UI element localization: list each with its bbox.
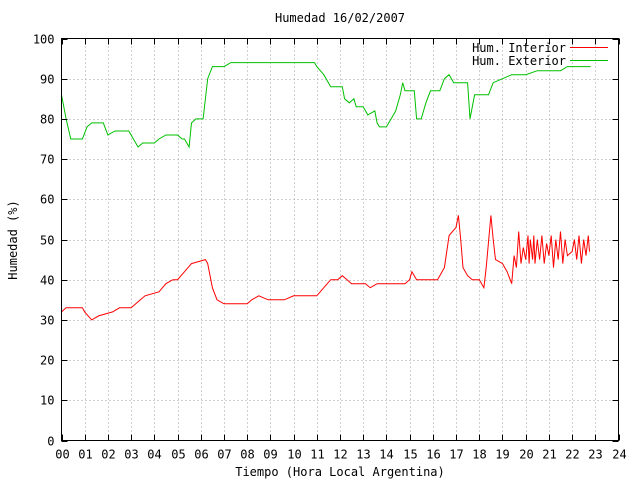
x-tick-label: 12 [333,448,347,462]
legend-label: Hum. Exterior [472,54,566,68]
y-tick-label: 80 [40,113,54,127]
x-tick-label: 09 [263,448,277,462]
x-tick-label: 02 [101,448,115,462]
x-tick-label: 13 [356,448,370,462]
x-tick-label: 15 [403,448,417,462]
x-tick-label: 20 [519,448,533,462]
x-tick-label: 23 [588,448,602,462]
x-tick-label: 01 [78,448,92,462]
x-tick-label: 00 [55,448,69,462]
x-tick-label: 06 [194,448,208,462]
y-tick-label: 100 [33,33,55,47]
x-tick-label: 08 [240,448,254,462]
x-axis-label: Tiempo (Hora Local Argentina) [235,465,445,479]
chart-title: Humedad 16/02/2007 [275,11,405,25]
x-tick-label: 07 [217,448,231,462]
legend-label: Hum. Interior [472,41,566,55]
grid-lines [61,38,619,441]
x-tick-label: 04 [147,448,161,462]
series-lines [61,62,591,321]
y-tick-label: 90 [40,73,54,87]
series-line-exterior [61,62,591,149]
x-tick-label: 10 [287,448,301,462]
x-tick-label: 11 [310,448,324,462]
y-axis-label: Humedad (%) [6,200,20,279]
x-tick-label: 05 [171,448,185,462]
x-tick-label: 24 [612,448,626,462]
x-tick-label: 14 [379,448,393,462]
y-tick-label: 40 [40,274,54,288]
y-tick-label: 20 [40,354,54,368]
x-tick-label: 16 [426,448,440,462]
x-tick-label: 03 [124,448,138,462]
x-tick-label: 21 [542,448,556,462]
y-tick-label: 60 [40,193,54,207]
x-tick-label: 17 [449,448,463,462]
x-tick-label: 22 [565,448,579,462]
x-tick-label: 18 [472,448,486,462]
series-line-interior [61,215,590,321]
y-tick-label: 70 [40,153,54,167]
x-tick-label: 19 [495,448,509,462]
axis-ticks: 00 01 02 03 04 05 06 07 08 09 10 11 12 13 14 15 16 17 18 19… [33,33,627,462]
y-tick-label: 30 [40,314,54,328]
y-tick-label: 0 [47,435,54,449]
y-tick-label: 50 [40,234,54,248]
y-tick-label: 10 [40,394,54,408]
